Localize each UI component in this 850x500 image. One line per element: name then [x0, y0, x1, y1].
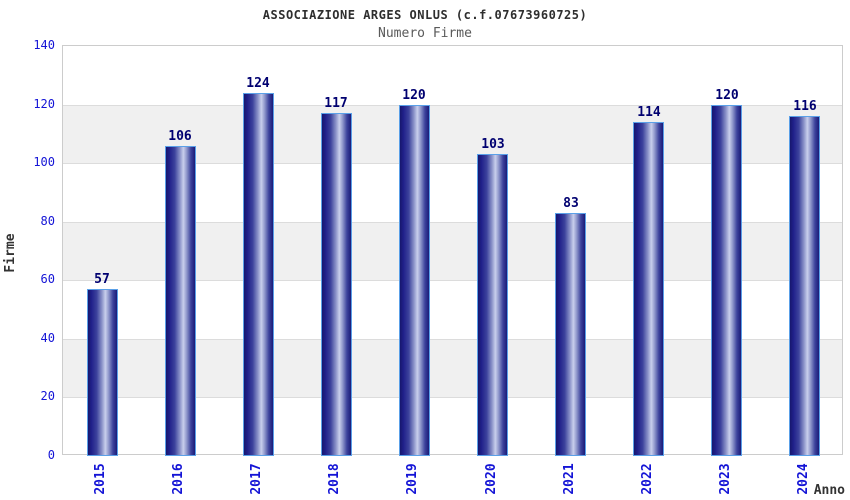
x-tick-label: 2017 — [249, 463, 264, 495]
gridline — [63, 280, 842, 281]
x-tick-label: 2022 — [640, 463, 655, 495]
x-tick-label: 2020 — [484, 463, 499, 495]
x-tick-label: 2023 — [718, 463, 733, 495]
gridline — [63, 222, 842, 223]
chart-title: ASSOCIAZIONE ARGES ONLUS (c.f.0767396072… — [262, 8, 588, 22]
bar-value-label: 83 — [563, 196, 579, 211]
gridline — [63, 339, 842, 340]
y-tick-label: 60 — [40, 272, 55, 286]
bar-value-label: 114 — [637, 105, 661, 120]
bar-value-label: 103 — [481, 137, 505, 152]
bar — [399, 105, 430, 456]
x-tick-label: 2016 — [171, 463, 186, 495]
bar-value-label: 120 — [402, 88, 426, 103]
bar-value-label: 57 — [94, 272, 110, 287]
y-tick-label: 80 — [40, 214, 55, 228]
bar — [321, 113, 352, 456]
bar-value-label: 116 — [793, 99, 817, 114]
bar-value-label: 106 — [168, 129, 192, 144]
y-tick-label: 120 — [33, 97, 55, 111]
x-axis-title: Anno — [813, 483, 845, 498]
bar — [633, 122, 664, 456]
x-tick-label: 2019 — [405, 463, 420, 495]
x-tick-label: 2015 — [93, 463, 108, 495]
bar-value-label: 124 — [246, 76, 270, 91]
y-tick-label: 20 — [40, 389, 55, 403]
y-tick-label: 40 — [40, 331, 55, 345]
y-tick-label: 0 — [47, 448, 55, 462]
bar — [711, 105, 742, 456]
bar — [477, 154, 508, 456]
plot-area: 57 106 124 117 120 103 83 114 120 116 — [62, 45, 843, 456]
y-axis-title: Firme — [3, 233, 18, 273]
chart-subtitle: Numero Firme — [378, 26, 472, 41]
gridline — [63, 397, 842, 398]
x-tick-label: 2024 — [796, 463, 811, 495]
bar — [555, 213, 586, 456]
gridline — [63, 163, 842, 164]
bar — [243, 93, 274, 456]
x-tick-label: 2021 — [562, 463, 577, 495]
bar — [789, 116, 820, 456]
y-tick-label: 140 — [33, 38, 55, 52]
bar-value-label: 117 — [324, 96, 348, 111]
gridline — [63, 105, 842, 106]
y-tick-label: 100 — [33, 155, 55, 169]
bar — [165, 146, 196, 456]
bar — [87, 289, 118, 456]
bar-value-label: 120 — [715, 88, 739, 103]
x-tick-label: 2018 — [327, 463, 342, 495]
